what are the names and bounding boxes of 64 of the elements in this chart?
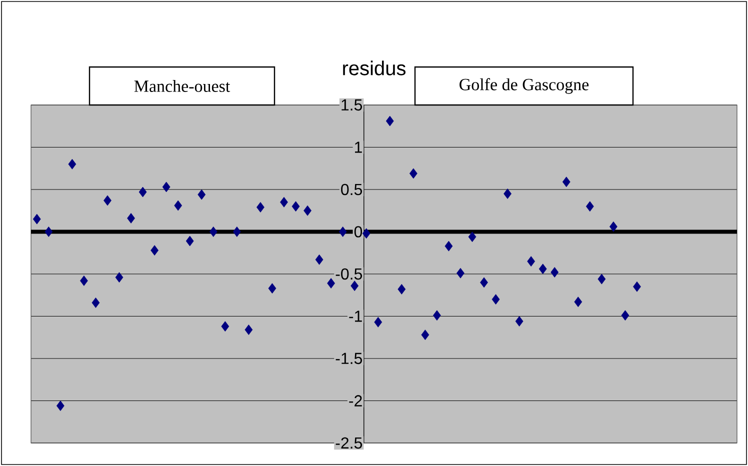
point (456, 268, 464, 278)
point (304, 205, 312, 216)
point (315, 254, 324, 265)
point (433, 310, 441, 321)
y-tick-label: 1 (355, 142, 362, 153)
point (492, 294, 500, 305)
point (574, 296, 582, 308)
point (374, 316, 382, 328)
point (138, 186, 147, 198)
point (280, 196, 288, 208)
point (198, 189, 206, 200)
point (162, 182, 170, 192)
point (562, 176, 570, 188)
point (538, 264, 547, 274)
point (115, 272, 124, 283)
text: Manche-ouest (134, 80, 230, 92)
point (350, 280, 359, 292)
point (232, 226, 241, 237)
point (32, 214, 41, 224)
point (327, 278, 336, 288)
y-tick-label: 0.5 (341, 184, 362, 196)
point (174, 200, 182, 211)
point (221, 321, 230, 332)
y-tick-label: 1.5 (342, 99, 362, 111)
point (256, 202, 264, 212)
point (409, 168, 418, 179)
point (586, 201, 594, 212)
point (292, 201, 300, 212)
point (515, 316, 524, 327)
point (527, 256, 536, 267)
text: Golfe de Gascogne (460, 78, 589, 94)
point (150, 245, 159, 256)
point (268, 283, 276, 294)
point (444, 240, 453, 252)
point (598, 274, 606, 284)
point (44, 226, 53, 237)
point (209, 226, 218, 237)
point (338, 226, 347, 237)
point (398, 284, 406, 294)
point (80, 276, 88, 286)
point (362, 228, 370, 239)
y-tick-label: -1 (349, 310, 362, 322)
point (550, 267, 559, 278)
point (104, 195, 112, 206)
y-tick-label: -1.5 (336, 352, 362, 364)
point (386, 116, 394, 126)
point (68, 158, 76, 170)
point (621, 310, 630, 321)
point (633, 281, 641, 292)
chart-title: residus (343, 60, 406, 76)
point (421, 330, 430, 340)
y-tick-label: 0 (354, 226, 362, 238)
point (92, 298, 100, 308)
y-tick-label: -2.5 (336, 437, 362, 449)
point (504, 188, 512, 199)
y-tick-label: -2 (349, 395, 362, 406)
point (56, 400, 64, 412)
point (186, 236, 194, 246)
y-tick-label: -0.5 (336, 268, 362, 280)
point (468, 232, 476, 242)
point (480, 277, 488, 288)
point (609, 221, 618, 232)
point (244, 324, 253, 335)
point (127, 213, 135, 224)
